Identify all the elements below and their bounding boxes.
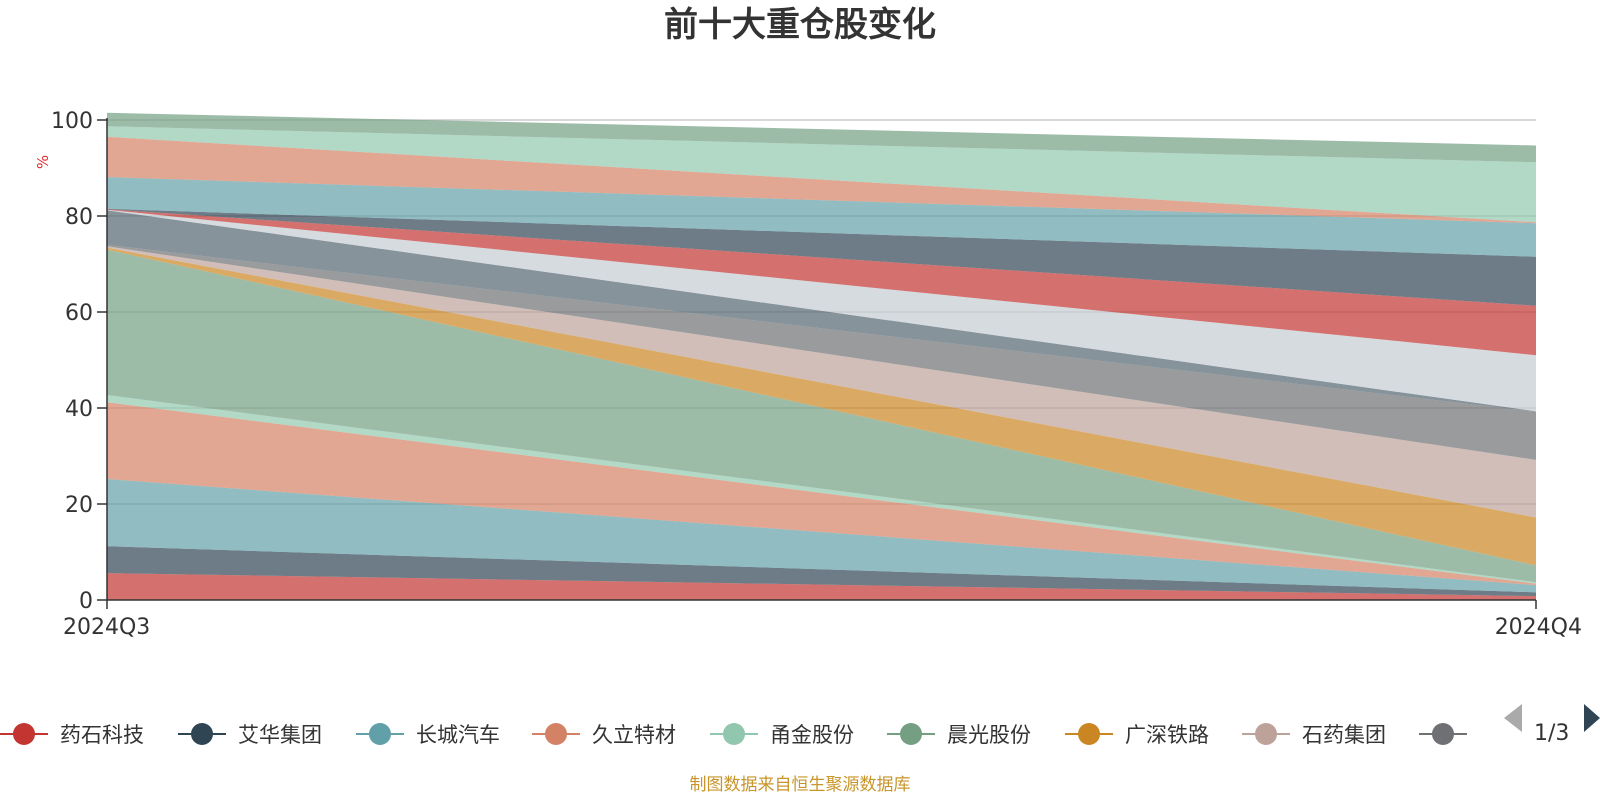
legend-marker-icon xyxy=(1432,723,1454,745)
legend-item[interactable]: 晨光股份 xyxy=(887,723,1031,747)
legend-marker-icon xyxy=(545,723,567,745)
area-series-17[interactable] xyxy=(107,112,1536,163)
area-series-15[interactable] xyxy=(107,136,1536,224)
y-tick-label: 40 xyxy=(65,397,93,422)
legend-item[interactable]: 药石科技 xyxy=(0,723,144,747)
area-series-2[interactable] xyxy=(107,546,1536,597)
legend-item[interactable]: 广深铁路 xyxy=(1065,723,1209,747)
area-series-5[interactable] xyxy=(107,395,1536,584)
legend-label: 药石科技 xyxy=(60,723,144,747)
legend-marker-icon xyxy=(369,723,391,745)
legend-marker-icon xyxy=(723,723,745,745)
area-series-13[interactable] xyxy=(107,208,1536,306)
area-series-7[interactable] xyxy=(107,247,1536,566)
y-tick-label: 60 xyxy=(65,301,93,326)
area-series-11[interactable] xyxy=(107,209,1536,412)
area-series-3[interactable] xyxy=(107,479,1536,593)
legend: 药石科技 艾华集团 长城汽车 久立特材 甬金股份 晨光股份 广深铁路 石药集团 xyxy=(0,723,1467,747)
chart-title: 前十大重仓股变化 xyxy=(664,5,936,45)
legend-marker-icon xyxy=(1078,723,1100,745)
legend-marker-icon xyxy=(13,723,35,745)
legend-label: 晨光股份 xyxy=(947,723,1031,747)
area-series-8[interactable] xyxy=(107,246,1536,518)
legend-label: 广深铁路 xyxy=(1125,723,1209,747)
legend-item[interactable]: 石药集团 xyxy=(1242,723,1386,747)
source-note: 制图数据来自恒生聚源数据库 xyxy=(690,775,911,795)
legend-prev-page-icon[interactable] xyxy=(1504,704,1522,732)
legend-label: 甬金股份 xyxy=(770,723,854,747)
legend-label: 艾华集团 xyxy=(238,723,322,747)
area-series-14[interactable] xyxy=(107,177,1536,257)
x-tick-label: 2024Q3 xyxy=(63,615,150,640)
x-tick-label: 2024Q4 xyxy=(1495,615,1582,640)
area-series-4[interactable] xyxy=(107,402,1536,586)
legend-marker-icon xyxy=(900,723,922,745)
legend-label: 长城汽车 xyxy=(416,723,500,747)
legend-label: 石药集团 xyxy=(1302,723,1386,747)
y-tick-label: 100 xyxy=(51,109,93,134)
area-series-16[interactable] xyxy=(107,126,1536,223)
legend-item[interactable]: 长城汽车 xyxy=(356,723,500,747)
legend-label: 久立特材 xyxy=(592,723,676,747)
legend-item[interactable]: 甬金股份 xyxy=(710,723,854,747)
legend-next-page-icon[interactable] xyxy=(1584,704,1600,732)
area-series-1[interactable] xyxy=(107,573,1536,600)
area-series-group xyxy=(107,112,1536,600)
legend-item[interactable]: 艾华集团 xyxy=(178,723,322,747)
legend-page-indicator: 1/3 xyxy=(1534,721,1569,746)
y-tick-label: 80 xyxy=(65,205,93,230)
y-tick-label: 0 xyxy=(79,589,93,614)
area-series-12[interactable] xyxy=(107,209,1536,356)
area-series-10[interactable] xyxy=(107,210,1536,412)
y-axis-unit-label: % xyxy=(34,155,52,169)
area-series-9[interactable] xyxy=(107,244,1536,460)
legend-marker-icon xyxy=(1255,723,1277,745)
legend-pager: 1/3 xyxy=(1504,704,1600,746)
legend-item[interactable]: 久立特材 xyxy=(532,723,676,747)
y-tick-label: 20 xyxy=(65,493,93,518)
area-series-6[interactable] xyxy=(107,249,1536,583)
legend-item[interactable] xyxy=(1419,723,1467,745)
axes: 0 20 40 60 80 100 2024Q3 2024Q4 xyxy=(51,109,1582,640)
legend-marker-icon xyxy=(191,723,213,745)
